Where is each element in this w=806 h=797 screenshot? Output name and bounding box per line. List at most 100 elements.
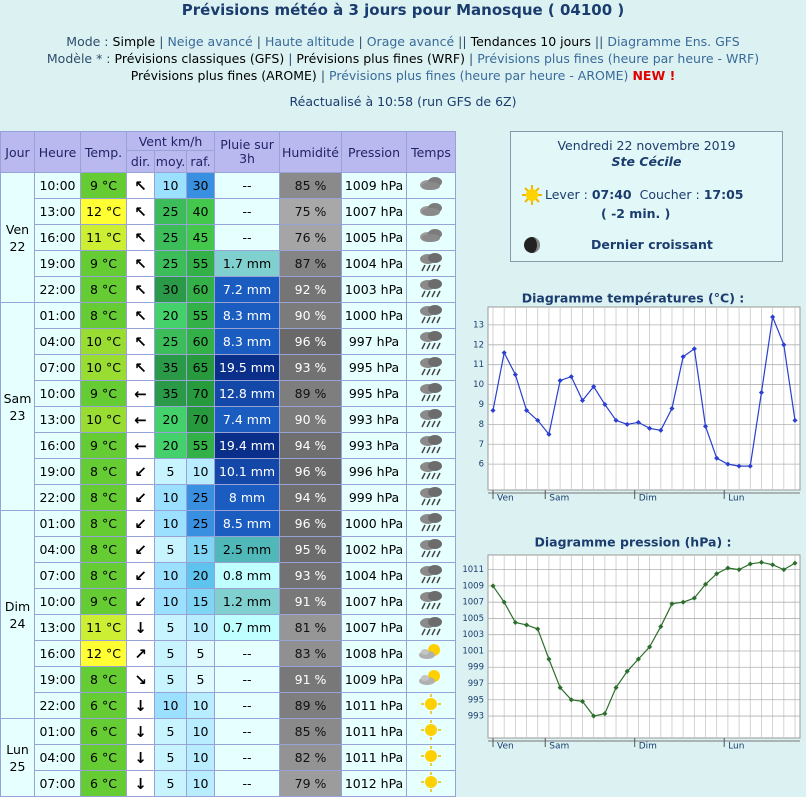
table-cell: 96 %	[279, 510, 343, 537]
icon-part	[436, 394, 441, 402]
day-name: Lun	[6, 741, 29, 757]
table-cell: 8.5 mm	[214, 510, 281, 537]
table-row: 16:00 11 °C ↖ 25 45 -- 76 % 1005 hPa	[1, 224, 457, 251]
table-row: 04:00 8 °C ↙ 5 15 2.5 mm 95 % 1002 hPa	[1, 536, 457, 563]
table-cell: 9 °C	[80, 380, 127, 407]
y-tick-label: 7	[479, 440, 484, 450]
table-cell: --	[214, 666, 281, 693]
data-point	[647, 425, 653, 431]
icon-part	[421, 420, 441, 428]
table-cell: 15	[185, 588, 216, 615]
icon-part	[421, 420, 426, 428]
table-cell: 993 hPa	[341, 406, 408, 433]
y-tick-label: 997	[468, 679, 484, 689]
data-point	[781, 567, 787, 573]
table-cell: 35	[154, 354, 187, 381]
table-cell: 25	[185, 484, 216, 511]
icon-part	[426, 628, 431, 636]
table-cell: 0.8 mm	[214, 562, 281, 589]
sunrise-label: Lever :	[545, 187, 588, 202]
table-cell: 93 %	[279, 354, 343, 381]
table-cell: 8.3 mm	[214, 302, 281, 329]
data-point	[512, 619, 518, 626]
table-cell: 04:00	[34, 536, 81, 563]
chart-title: Diagramme températures (°C) :	[522, 291, 745, 306]
nav-link[interactable]: Prévisions plus fines (heure par heure -…	[329, 68, 629, 83]
weather-cell	[406, 406, 457, 433]
icon-part	[421, 524, 441, 532]
y-tick-label: 1003	[462, 630, 484, 640]
day-cell: Sam 23	[0, 302, 35, 511]
icon-part	[421, 675, 430, 681]
y-tick-label: 1011	[462, 565, 484, 575]
nav-link[interactable]: Haute altitude	[264, 34, 355, 49]
table-row: 19:00 8 °C ↙ 5 10 10.1 mm 96 % 996 hPa	[1, 458, 457, 485]
table-cell: 13:00	[34, 406, 81, 433]
weather-cell	[406, 380, 457, 407]
y-tick-label: 8	[479, 420, 484, 430]
table-cell: 1007 hPa	[341, 588, 408, 615]
table-cell: 7.4 mm	[214, 406, 281, 433]
table-cell: 5	[154, 614, 187, 641]
y-tick-label: 999	[468, 663, 484, 673]
table-cell: 90 %	[279, 406, 343, 433]
icon-part	[431, 628, 436, 636]
icon-part	[431, 602, 436, 610]
table-cell: ↙	[126, 536, 155, 563]
x-tick-label: Dim	[639, 494, 657, 504]
table-cell: ↙	[126, 484, 155, 511]
nav-link[interactable]: Simple	[112, 34, 156, 49]
data-point	[658, 624, 664, 630]
weather-icon	[420, 513, 443, 532]
table-cell: 40	[185, 198, 216, 225]
icon-part	[428, 565, 443, 575]
nav-link[interactable]: Neige avancé	[167, 34, 253, 49]
weather-cell	[406, 510, 457, 537]
weather-cell	[406, 276, 457, 303]
table-cell: 10 °C	[80, 328, 127, 355]
nav-link[interactable]: NEW !	[632, 68, 676, 83]
table-cell: ←	[126, 406, 155, 433]
icon-part	[436, 316, 441, 324]
table-row: 16:00 12 °C ↗ 5 5 -- 83 % 1008 hPa	[1, 640, 457, 667]
nav-label: |	[358, 34, 363, 49]
weather-icon	[420, 539, 443, 558]
x-tick-label: Dim	[639, 742, 657, 751]
icon-part	[421, 628, 426, 636]
icon-part	[431, 342, 436, 350]
nav-link[interactable]: Prévisions plus fines (WRF)	[296, 51, 465, 66]
table-cell: 04:00	[34, 328, 81, 355]
nav-link[interactable]: Prévisions plus fines (heure par heure -…	[477, 51, 760, 66]
table-cell: 1003 hPa	[341, 276, 408, 303]
data-point	[792, 560, 798, 566]
table-cell: 1002 hPa	[341, 536, 408, 563]
nav-link[interactable]: Orage avancé	[366, 34, 455, 49]
table-cell: 10 °C	[80, 354, 127, 381]
nav-link[interactable]: Prévisions classiques (GFS)	[114, 51, 285, 66]
table-cell: 95 %	[279, 536, 343, 563]
icon-part	[421, 550, 441, 558]
nav-link[interactable]: Prévisions plus fines (AROME)	[130, 68, 317, 83]
table-cell: 1.2 mm	[214, 588, 281, 615]
day-name: Sam	[3, 390, 32, 406]
icon-part	[421, 394, 441, 402]
table-row: 22:00 8 °C ↖ 30 60 7.2 mm 92 % 1003 hPa	[1, 276, 457, 303]
nav-link[interactable]: Diagramme Ens. GFS	[607, 34, 740, 49]
icon-part	[431, 316, 436, 324]
table-cell: 93 %	[279, 562, 343, 589]
table-cell: 8 °C	[80, 302, 127, 329]
table-cell: 8 mm	[214, 484, 281, 511]
weather-cell	[406, 770, 457, 797]
table-cell: 30	[154, 276, 187, 303]
table-cell: 1004 hPa	[341, 562, 408, 589]
icon-part	[428, 305, 443, 315]
table-cell: 10	[185, 770, 216, 797]
nav-link[interactable]: Tendances 10 jours	[470, 34, 591, 49]
table-cell: 8 °C	[80, 458, 127, 485]
header-cell: dir.	[126, 150, 155, 173]
icon-part	[428, 435, 443, 445]
table-cell: 45	[185, 224, 216, 251]
table-cell: 5	[154, 536, 187, 563]
weather-cell	[406, 198, 457, 225]
table-cell: ←	[126, 432, 155, 459]
